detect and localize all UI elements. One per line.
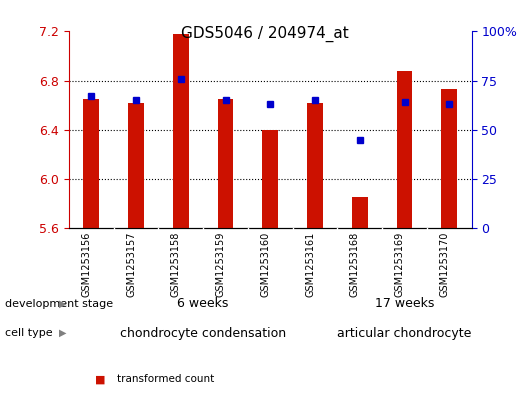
Bar	[173, 34, 189, 228]
Bar	[218, 99, 233, 228]
Bar	[352, 197, 368, 228]
Text: development stage: development stage	[5, 299, 113, 309]
Text: GSM1253158: GSM1253158	[171, 232, 181, 297]
Text: GDS5046 / 204974_at: GDS5046 / 204974_at	[181, 26, 349, 42]
Text: GSM1253160: GSM1253160	[260, 232, 270, 297]
Text: 17 weeks: 17 weeks	[375, 297, 434, 310]
Text: cell type: cell type	[5, 328, 53, 338]
Text: GSM1253156: GSM1253156	[81, 232, 91, 297]
Text: GSM1253168: GSM1253168	[350, 232, 360, 297]
Text: 6 weeks: 6 weeks	[178, 297, 229, 310]
Text: chondrocyte condensation: chondrocyte condensation	[120, 327, 286, 340]
Text: articular chondrocyte: articular chondrocyte	[338, 327, 472, 340]
Bar	[397, 71, 412, 228]
Bar	[307, 103, 323, 228]
Text: transformed count: transformed count	[117, 374, 214, 384]
Text: ▶: ▶	[59, 328, 66, 338]
Text: GSM1253159: GSM1253159	[216, 232, 226, 297]
Text: GSM1253161: GSM1253161	[305, 232, 315, 297]
Bar	[262, 130, 278, 228]
Bar	[441, 89, 457, 228]
Text: GSM1253157: GSM1253157	[126, 232, 136, 298]
Text: ▶: ▶	[59, 299, 66, 309]
Text: GSM1253170: GSM1253170	[439, 232, 449, 297]
Text: GSM1253169: GSM1253169	[394, 232, 404, 297]
Bar	[128, 103, 144, 228]
Text: ■: ■	[95, 374, 106, 384]
Bar	[83, 99, 99, 228]
